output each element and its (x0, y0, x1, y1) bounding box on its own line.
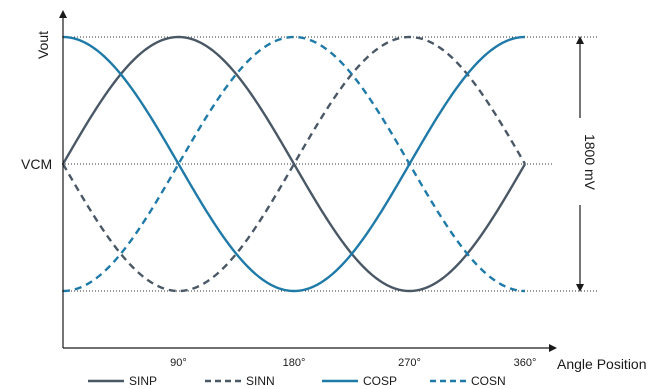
legend-item-sinn: SINN (205, 374, 275, 388)
series-line-sinn (61, 35, 527, 293)
vcm-label: VCM (21, 156, 52, 172)
x-ticks: 90° 180° 270° 360° (170, 357, 536, 369)
series-layer (61, 35, 527, 293)
legend: SINP SINN COSP COSN (88, 374, 506, 388)
legend-item-cosn: COSN (430, 374, 506, 388)
x-tick-label-180: 180° (283, 357, 306, 369)
legend-item-sinp: SINP (88, 374, 157, 388)
y-axis-label: Vout (35, 31, 51, 59)
x-axis-label: Angle Position (557, 356, 647, 372)
legend-label-cosp: COSP (363, 374, 397, 388)
x-tick-label-90: 90° (170, 357, 187, 369)
legend-label-sinp: SINP (129, 374, 157, 388)
legend-label-cosn: COSN (471, 374, 506, 388)
series-line-cosp (62, 35, 526, 293)
x-tick-label-270: 270° (398, 357, 421, 369)
legend-label-sinn: SINN (246, 374, 275, 388)
legend-item-cosp: COSP (322, 374, 397, 388)
x-tick-label-360: 360° (514, 357, 537, 369)
amplitude-label: 1800 mV (582, 134, 598, 191)
series-line-sinp (61, 35, 527, 293)
